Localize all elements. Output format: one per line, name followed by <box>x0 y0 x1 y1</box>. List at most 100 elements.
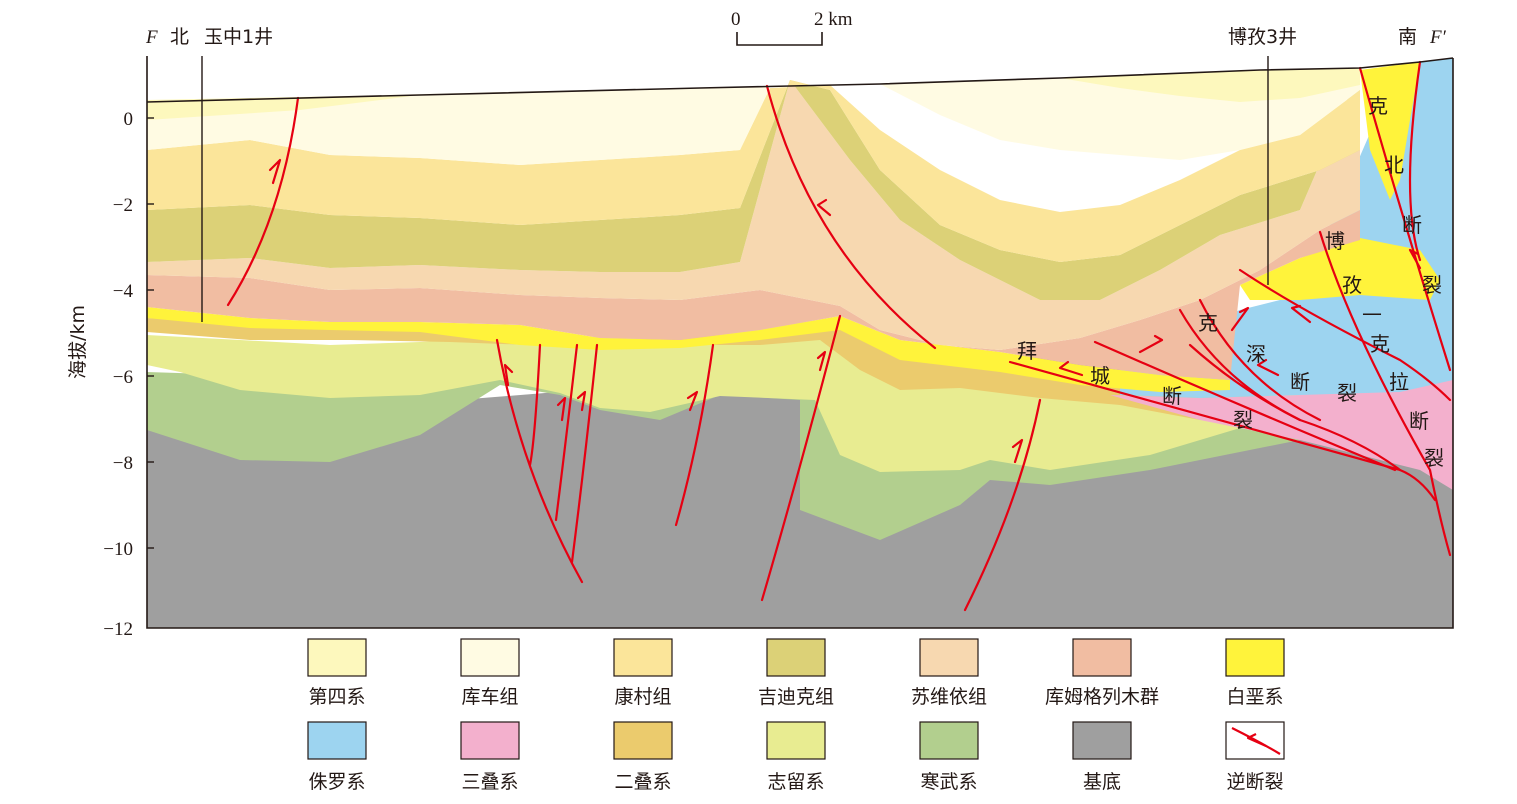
fault-label-char: 拜 <box>1017 339 1037 363</box>
section-letter-left: F <box>145 27 158 48</box>
legend-swatch <box>460 638 520 677</box>
fault-label-char: 克 <box>1198 311 1218 335</box>
fault-arrow-icon <box>1138 334 1164 354</box>
y-tick-label: −10 <box>103 539 133 560</box>
legend-label: 三叠系 <box>461 771 518 793</box>
legend-swatch <box>1225 638 1285 677</box>
fault-label-char: 北 <box>1384 153 1404 177</box>
cretaceous-upper-wedge <box>1240 238 1440 300</box>
fault-label-char: 克 <box>1370 332 1390 356</box>
legend-label: 苏维依组 <box>911 686 987 708</box>
fault-label-char: 断 <box>1290 370 1310 394</box>
legend-label: 库车组 <box>461 686 518 708</box>
well-label-yuzhong1: 玉中1井 <box>204 26 273 48</box>
fault-label-char: — <box>1362 301 1382 325</box>
fault-arrow-icon <box>1256 358 1280 377</box>
fault-label-char: 裂 <box>1337 381 1357 405</box>
legend-swatch <box>460 721 520 760</box>
fault-line <box>1238 268 1452 402</box>
scale-bar: 0 2 km <box>731 9 853 46</box>
y-tick-label: −6 <box>113 367 133 388</box>
fault-line <box>1008 360 1437 502</box>
legend-label: 第四系 <box>308 686 365 708</box>
fault-arrow-icon <box>1058 360 1084 377</box>
section-frame <box>146 56 1454 629</box>
cretaceous-kebei-wedge <box>1360 62 1420 200</box>
fault-line <box>528 343 542 467</box>
fault-line <box>1093 340 1397 472</box>
fault-arrow-icon <box>686 390 699 412</box>
fault-label-char: 博 <box>1325 229 1345 253</box>
section-letter-right: F′ <box>1429 27 1447 48</box>
fault-line <box>765 84 937 350</box>
fault-arrow-icon <box>503 363 514 387</box>
y-axis-title: 海拔/km <box>67 305 89 379</box>
fault-label-char: 断 <box>1162 384 1182 408</box>
fault-arrow-icon <box>556 396 567 422</box>
legend-swatch <box>1072 721 1132 760</box>
geologic-section <box>147 58 1453 628</box>
fault-arrow-icon <box>1011 438 1024 464</box>
fault-arrow-icon <box>816 350 827 372</box>
fault-arrow-icon <box>268 158 282 185</box>
well-label-bozi3: 博孜3井 <box>1228 26 1297 48</box>
legend-label: 寒武系 <box>920 771 977 793</box>
legend-label: 白垩系 <box>1226 686 1283 708</box>
fault-line <box>963 398 1042 612</box>
y-tick-label: −4 <box>113 281 134 302</box>
legend-swatch <box>766 721 826 760</box>
fault-line <box>1198 298 1322 422</box>
y-axis <box>147 117 154 549</box>
legend-label: 逆断裂 <box>1226 771 1283 793</box>
legend-swatch <box>613 721 673 760</box>
fault-label-char: 孜 <box>1342 273 1362 297</box>
fault-label-char: 断 <box>1409 409 1429 433</box>
fault-arrow-icon <box>1408 248 1422 270</box>
legend-label: 侏罗系 <box>308 771 365 793</box>
quaternary-unit <box>147 68 1360 120</box>
fault-label-char: 断 <box>1402 213 1422 237</box>
fault-line <box>226 96 300 307</box>
legend-swatch <box>919 638 979 677</box>
fault-line <box>570 343 599 564</box>
y-tick-label: −12 <box>103 619 133 640</box>
fault-arrow-icon <box>816 198 832 217</box>
cretaceous-unit <box>147 307 1230 392</box>
y-tick-label: −2 <box>113 195 133 216</box>
legend-swatch <box>307 721 367 760</box>
fault-label-char: 深 <box>1246 342 1266 366</box>
legend-swatch <box>307 638 367 677</box>
silurian-unit <box>147 318 1453 472</box>
fault-arrows <box>268 158 1422 464</box>
fault-label-char: 裂 <box>1233 408 1253 432</box>
fault-line <box>1318 230 1452 557</box>
fault-line <box>1358 66 1452 372</box>
scale-bar-end: 2 km <box>814 9 853 30</box>
triassic-unit <box>1110 230 1453 490</box>
legend: 第四系 库车组 康村组 吉迪克组 苏维依组 库姆格列木群 白垩系 侏罗系 三叠系… <box>307 638 1285 793</box>
y-axis-tick-labels: 0 −2 −4 −6 −8 −10 −12 <box>103 109 133 640</box>
legend-label: 库姆格列木群 <box>1045 686 1159 708</box>
fault-label-char: 克 <box>1368 94 1388 118</box>
legend-label: 吉迪克组 <box>758 686 834 708</box>
legend-swatch <box>919 721 979 760</box>
reverse-fault-arrow-icon <box>1246 733 1267 748</box>
legend-swatch <box>766 638 826 677</box>
fault-label-char: 拉 <box>1389 370 1409 394</box>
scale-bar-start: 0 <box>731 9 741 30</box>
jidike-unit <box>147 70 1360 300</box>
kangcun-unit <box>147 80 1360 262</box>
legend-label: 康村组 <box>614 686 671 708</box>
legend-swatch <box>1072 638 1132 677</box>
suweiyi-unit <box>147 70 1360 350</box>
kumugeliemu-unit <box>147 210 1360 380</box>
fault-line <box>760 314 842 602</box>
fault-arrow-icon <box>1290 304 1312 324</box>
legend-swatch <box>613 638 673 677</box>
fault-line <box>1188 343 1302 422</box>
fault-line <box>1408 60 1422 262</box>
fault-label-char: 裂 <box>1424 446 1444 470</box>
fault-lines <box>226 60 1452 612</box>
kuqa-unit <box>147 68 1360 165</box>
